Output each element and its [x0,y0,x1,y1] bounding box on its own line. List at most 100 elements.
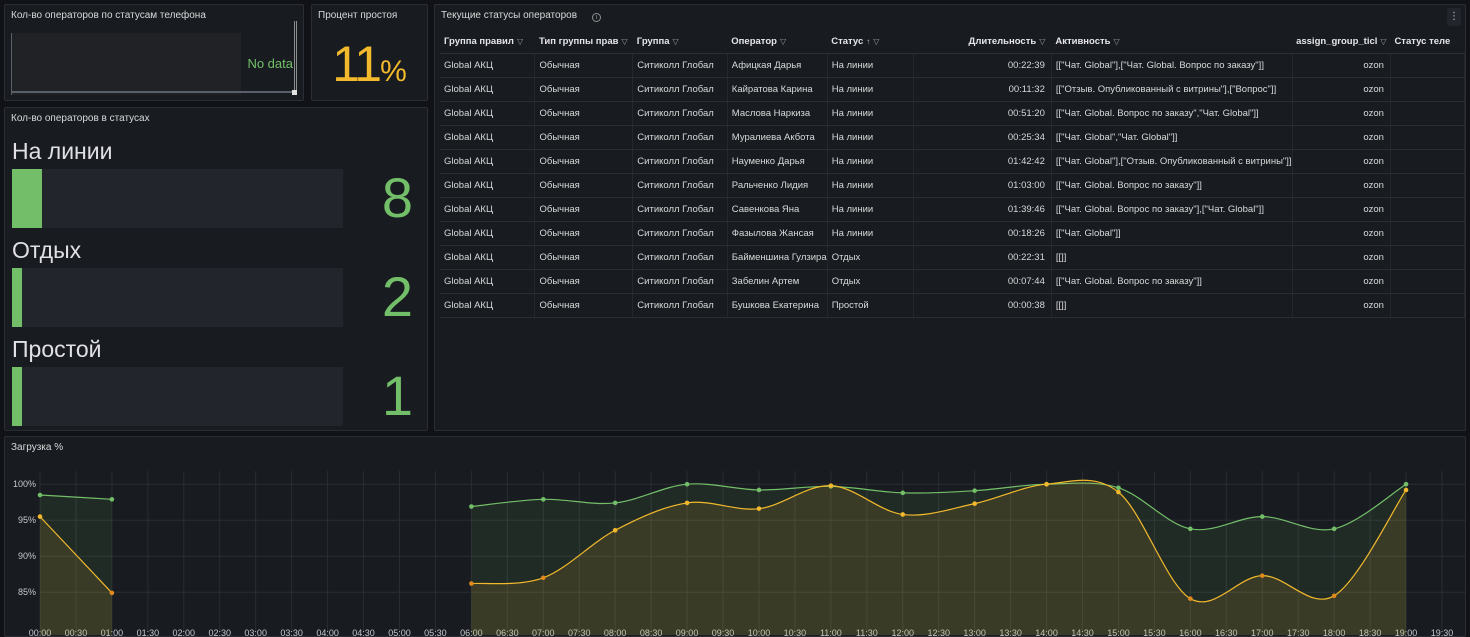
y-tick-label: 85% [18,587,36,597]
data-point [540,497,546,502]
column-header[interactable]: Группа правил ▽ [440,31,535,54]
column-header[interactable]: Длительность ▽ [913,31,1052,54]
data-point [37,492,43,498]
sort-asc-icon[interactable]: ↑ [866,37,871,47]
x-tick-label: 09:00 [676,628,699,637]
x-tick-label: 08:00 [604,628,627,637]
table-cell: 00:22:31 [913,245,1052,270]
table-cell: Ситиколл Глобал [632,77,728,102]
table-row[interactable]: Global АКЦ Обычная Ситиколл Глобал Науменко… [440,149,1465,174]
table-row[interactable]: Global АКЦ Обычная Ситиколл Глобал Кайратов… [440,77,1465,102]
table-cell: Обычная [534,77,634,102]
table-cell [1390,53,1465,78]
empty-plot-area [11,33,241,95]
table-cell [1390,197,1465,222]
x-tick-label: 10:00 [748,628,771,637]
status-label-online: На линии [12,138,113,164]
table-cell: На линии [827,149,914,174]
table-cell [1390,149,1465,174]
x-tick-label: 05:30 [424,628,447,637]
filter-icon[interactable]: ▽ [672,37,679,47]
y-tick-label: 95% [18,515,36,525]
table-cell: Афицкая Дарья [727,53,828,78]
table-cell [1390,269,1465,294]
column-header[interactable]: Статус ↑ ▽ [827,31,914,54]
info-icon[interactable]: i [592,13,601,22]
y-tick-label: 100% [13,479,36,489]
x-tick-label: 15:00 [1107,628,1130,637]
column-header[interactable]: Активность ▽ [1051,31,1293,54]
column-header-label: Группа [636,36,670,48]
table-cell: [["Чат. Global"]] [1051,221,1293,246]
x-tick-label: 04:30 [352,628,375,637]
filter-icon[interactable]: ▽ [1113,37,1120,47]
table-cell: [["Чат. Global. Вопрос по заказу"]] [1051,269,1293,294]
data-point [109,497,115,502]
column-header[interactable]: Статус теле [1390,31,1465,54]
table-cell: ozon [1292,197,1391,222]
panel-phone-status: Кол-во операторов по статусам телефона N… [4,4,304,101]
data-point [756,506,762,511]
table-cell: Global АКЦ [440,77,536,102]
filter-icon[interactable]: ▽ [621,37,628,47]
table-cell: Отдых [827,269,914,294]
data-point [1116,485,1121,491]
table-cell: Забелин Артем [727,269,828,294]
scrollbar-handle[interactable] [292,90,297,95]
table-row[interactable]: Global АКЦ Обычная Ситиколл Глобал Маслова … [440,101,1465,126]
x-tick-label: 17:30 [1287,628,1310,637]
table-row[interactable]: Global АКЦ Обычная Ситиколл Глобал Савенков… [440,197,1465,222]
x-tick-label: 04:00 [316,628,339,637]
table-cell [1390,101,1465,126]
table-row[interactable]: Global АКЦ Обычная Ситиколл Глобал Байменши… [440,245,1465,270]
table-row[interactable]: Global АКЦ Обычная Ситиколл Глобал Бушкова … [440,293,1465,318]
table-cell: Global АКЦ [440,173,536,198]
table-cell: Ситиколл Глобал [632,101,728,126]
data-point [1259,573,1265,578]
column-header[interactable]: Тип группы прав ▽ [534,31,633,54]
column-header-label: Тип группы прав [538,36,619,48]
table-row[interactable]: Global АКЦ Обычная Ситиколл Глобал Ральченк… [440,173,1465,198]
horizontal-scrollbar[interactable] [11,91,293,93]
stat-unit: % [380,55,407,88]
data-point [1403,487,1409,493]
table-cell: Ситиколл Глобал [632,173,728,198]
filter-icon[interactable]: ▽ [1039,37,1046,47]
status-label-idle: Простой [12,336,102,362]
table-cell: 00:18:26 [913,221,1052,246]
filter-icon[interactable]: ▽ [873,37,880,47]
panel-menu-icon[interactable]: ⋮ [1447,8,1461,26]
series-line [39,494,112,500]
series-area [40,495,112,635]
table-cell: Global АКЦ [440,197,536,222]
filter-icon[interactable]: ▽ [1380,37,1387,47]
data-point [900,512,906,517]
x-tick-label: 19:30 [1431,628,1454,637]
x-tick-label: 18:30 [1359,628,1382,637]
x-tick-label: 16:00 [1179,628,1202,637]
vertical-scrollbar[interactable] [294,21,297,95]
data-point [972,501,977,506]
table-row[interactable]: Global АКЦ Обычная Ситиколл Глобал Забелин … [440,269,1465,294]
table-cell: Global АКЦ [440,149,536,174]
column-header[interactable]: assign_group_ticl ▽ [1292,31,1391,54]
table-row[interactable]: Global АКЦ Обычная Ситиколл Глобал Муралиев… [440,125,1465,150]
bar-fill [12,367,22,426]
filter-icon[interactable]: ▽ [779,37,787,47]
table-row[interactable]: Global АКЦ Обычная Ситиколл Глобал Афицкая … [440,53,1465,78]
table-cell: ozon [1292,245,1391,270]
status-bar-idle [12,367,343,426]
table-cell: Обычная [534,293,634,318]
data-point [540,575,546,581]
table-cell: [["Отзыв. Опубликованный с витрины"],["В… [1051,77,1293,102]
table-cell: Обычная [534,197,634,222]
table-row[interactable]: Global АКЦ Обычная Ситиколл Глобал Фазылова… [440,221,1465,246]
panel-current-statuses: Текущие статусы операторов i ⋮ Группа пр… [434,4,1466,431]
data-point [37,514,43,519]
column-header-label: Группа правил [444,36,514,48]
data-point [612,527,618,533]
x-tick-label: 14:30 [1071,628,1094,637]
filter-icon[interactable]: ▽ [516,37,524,47]
column-header[interactable]: Оператор ▽ [727,31,828,54]
column-header[interactable]: Группа ▽ [632,31,728,54]
